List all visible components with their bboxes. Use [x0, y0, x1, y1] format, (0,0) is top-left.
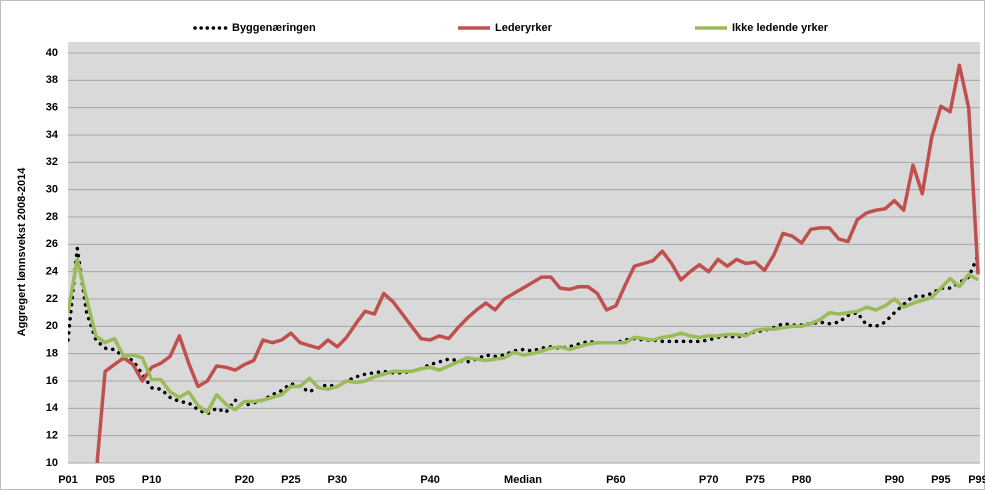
y-tick-label: 30 [46, 184, 58, 196]
y-tick-label: 12 [46, 430, 58, 442]
legend-label: Lederyrker [495, 22, 553, 34]
x-tick-label: P20 [235, 474, 255, 486]
y-tick-label: 14 [46, 402, 59, 414]
x-tick-label: P05 [95, 474, 115, 486]
x-tick-label: P60 [606, 474, 626, 486]
legend-label: Ikke ledende yrker [732, 22, 829, 34]
y-tick-label: 28 [46, 211, 58, 223]
y-tick-label: 18 [46, 348, 58, 360]
x-tick-label: P75 [745, 474, 765, 486]
x-tick-label: P70 [699, 474, 719, 486]
x-tick-label: P40 [420, 474, 440, 486]
y-axis-label: Aggregert lønnsvekst 2008-2014 [16, 167, 28, 337]
x-tick-label: P01 [58, 474, 78, 486]
x-tick-label: P90 [885, 474, 905, 486]
y-tick-label: 10 [46, 457, 58, 469]
y-tick-label: 22 [46, 293, 58, 305]
series-line [68, 246, 980, 416]
x-tick-label: Median [504, 474, 542, 486]
y-tick-label: 24 [46, 266, 59, 278]
x-tick-label: P25 [281, 474, 301, 486]
series-line [95, 63, 980, 463]
y-tick-label: 38 [46, 74, 58, 86]
x-tick-label: P30 [327, 474, 347, 486]
plot-lines [68, 63, 980, 463]
y-tick-label: 40 [46, 47, 58, 59]
x-tick-label: P95 [931, 474, 951, 486]
x-tick-label: P80 [792, 474, 812, 486]
series-line [68, 257, 979, 415]
x-tick-label: P99 [968, 474, 985, 486]
y-tick-label: 26 [46, 238, 58, 250]
y-tick-label: 20 [46, 320, 58, 332]
y-tick-label: 16 [46, 375, 58, 387]
y-tick-label: 34 [46, 129, 59, 141]
x-tick-label: P10 [142, 474, 162, 486]
legend-label: Byggenæringen [232, 22, 316, 34]
y-tick-label: 36 [46, 102, 58, 114]
y-tick-label: 32 [46, 156, 58, 168]
plot-area [68, 42, 980, 463]
